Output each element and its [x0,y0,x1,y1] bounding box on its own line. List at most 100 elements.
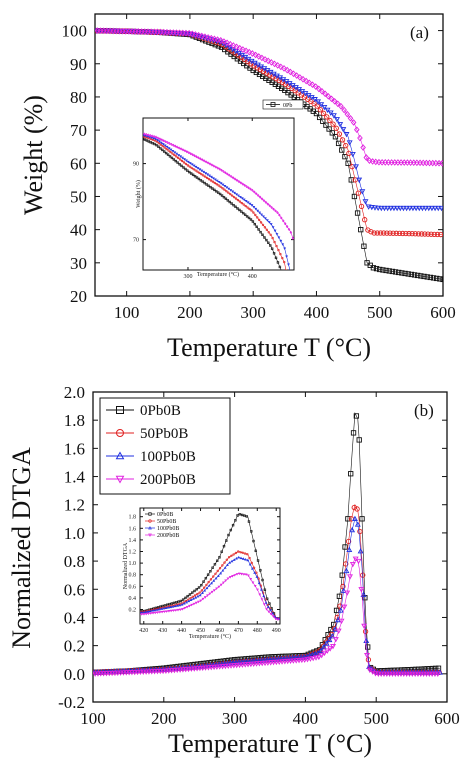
chart-a-inset-data-point [197,156,200,160]
chart-b-inset-data-point [160,607,163,610]
chart-b-y-tick-label: 1.0 [64,524,85,543]
chart-b-data-point [137,669,144,676]
chart-b-inset-data-point [267,610,271,614]
chart-b-data-point [321,650,328,657]
chart-a-data-point [390,230,396,236]
chart-a-data-point [287,68,294,76]
chart-a-inset-data-point [281,219,285,223]
chart-b-inset-data-point [195,587,198,591]
chart-b-inset-data-point [203,596,207,599]
chart-b-inset-data-point [250,567,254,570]
chart-a-inset-data-point [179,147,183,151]
chart-a-y-tick-label: 80 [70,88,87,107]
chart-a-data-point [403,230,409,237]
chart-b-data-point [270,660,277,666]
chart-a-data-point [320,118,326,124]
chart-a-x-axis-label: Temperature T (°C) [167,333,371,362]
chart-a-inset-data-point [274,209,277,213]
chart-a-inset-data-point [291,297,293,299]
chart-a-inset-data-point [213,188,216,192]
chart-a-data-point [438,205,443,212]
chart-a-data-point [271,60,278,68]
chart-b-data-point [250,661,257,667]
chart-b-data-point [208,665,215,671]
chart-a-data-point [309,81,316,89]
chart-a-data-point [430,275,437,281]
chart-b-data-point [398,671,404,677]
chart-b-data-point [171,667,178,674]
chart-b-data-point [165,668,172,674]
chart-b-inset-points [140,513,280,622]
chart-b-legend-marker [116,406,124,414]
chart-b-inset-data-point [183,607,187,610]
chart-b-inset-y-tick-label: 0.8 [129,573,137,579]
chart-b-data-point [326,636,333,643]
chart-a-inset-data-point [172,158,176,161]
chart-a-data-point [400,205,407,212]
chart-b-inset-data-point [158,611,162,614]
chart-b-inset-data-point [221,564,224,567]
chart-a-data-point [318,102,325,108]
chart-b-data-point [327,646,334,652]
chart-a-inset-data-point [211,180,215,183]
chart-b-data-point [293,658,300,664]
chart-a-inset-data-point [277,236,281,240]
chart-b-data-point [162,668,169,674]
chart-a-inset-data-point [177,154,181,157]
chart-a-inset-data-point [163,150,166,153]
chart-b-x-tick-label: 600 [434,709,460,728]
chart-a-inset-data-point [174,159,177,163]
chart-a-data-point [343,143,349,149]
chart-a-inset-data-point [196,167,200,170]
chart-a-inset-data-point [157,145,160,148]
chart-a-inset-data-point [292,330,294,332]
chart-b-data-point [347,574,353,580]
chart-b-data-point [120,670,127,676]
chart-a-data-point [336,131,343,137]
chart-a-data-point [303,77,309,85]
chart-a-inset-data-point [173,153,176,157]
chart-b-data-point [304,657,311,663]
chart-b-inset-series-line-4 [140,573,280,620]
chart-b-data-point [423,671,430,677]
chart-b-data-point [355,558,362,565]
chart-a-inset-data-point [236,207,239,210]
chart-a-data-point [405,271,411,277]
chart-a-inset-data-point [186,164,190,167]
chart-b-x-tick-label: 300 [222,709,248,728]
chart-a-data-point [300,75,306,83]
chart-b-inset-data-point [160,610,164,614]
chart-a-inset-y-tick-label: 90 [133,162,139,168]
chart-a-inset-data-point [271,226,275,229]
chart-a-data-point [392,269,399,275]
chart-a-data-point [316,114,323,121]
chart-a-inset-data-point [197,177,201,181]
chart-b-inset-data-point [246,558,250,562]
chart-b-data-point [341,604,348,611]
chart-a-data-point [342,154,348,160]
chart-b-data-point [126,670,133,676]
chart-b-inset-data-point [173,604,177,608]
chart-b-inset-data-point [225,558,229,562]
chart-a-inset-data-point [184,162,188,166]
chart-a-data-point [413,205,420,212]
chart-a-inset-data-point [208,174,211,178]
chart-b-inset-data-point [253,571,257,574]
chart-a-data-point [357,134,363,142]
chart-a-inset-data-point [291,236,294,240]
chart-a-data-point [293,72,300,79]
chart-b-inset-data-point [172,609,175,613]
chart-a-data-point [421,273,427,280]
chart-b-data-point [310,655,317,662]
chart-b-inset-data-point [262,603,266,606]
chart-b-inset-data-point [203,589,207,592]
chart-a-inset-data-point [259,221,263,224]
chart-b-inset-data-point [178,603,182,607]
chart-b-data-point [330,643,336,650]
chart-b-inset-data-point [224,579,228,583]
chart-a-inset-data-point [289,288,291,290]
chart-b-inset-data-point [190,603,194,607]
chart-b-data-point [356,437,362,443]
chart-a-data-point [349,163,355,170]
chart-b-inset-data-point [202,580,205,583]
